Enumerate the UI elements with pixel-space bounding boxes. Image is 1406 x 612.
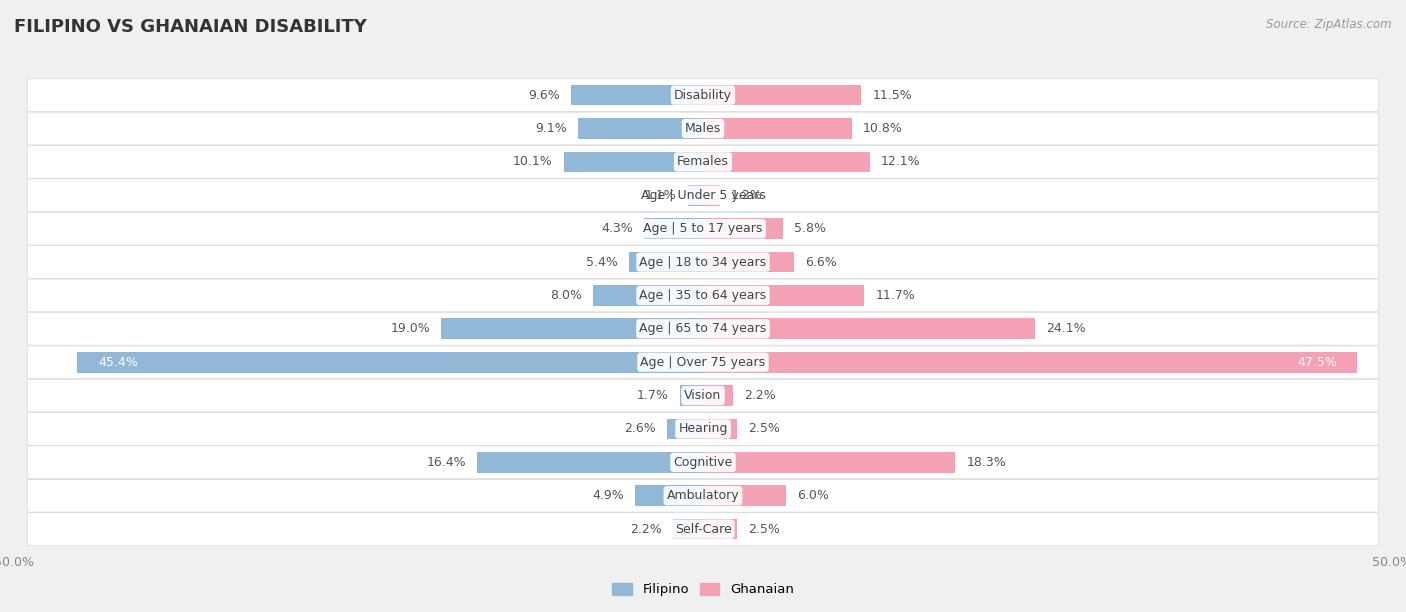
FancyBboxPatch shape: [28, 479, 1378, 512]
FancyBboxPatch shape: [28, 79, 1378, 111]
FancyBboxPatch shape: [28, 279, 1378, 312]
Text: Cognitive: Cognitive: [673, 456, 733, 469]
FancyBboxPatch shape: [28, 212, 1378, 245]
FancyBboxPatch shape: [28, 346, 1378, 379]
Text: 11.5%: 11.5%: [873, 89, 912, 102]
Bar: [644, 218, 703, 239]
FancyBboxPatch shape: [28, 513, 1378, 545]
Text: Self-Care: Self-Care: [675, 523, 731, 536]
Bar: [441, 318, 703, 339]
Text: Disability: Disability: [673, 89, 733, 102]
FancyBboxPatch shape: [28, 446, 1378, 479]
Text: Ambulatory: Ambulatory: [666, 489, 740, 502]
Text: 2.6%: 2.6%: [624, 422, 657, 436]
Text: Source: ZipAtlas.com: Source: ZipAtlas.com: [1267, 18, 1392, 31]
Text: Age | 35 to 64 years: Age | 35 to 64 years: [640, 289, 766, 302]
Text: 16.4%: 16.4%: [426, 456, 465, 469]
Text: Females: Females: [678, 155, 728, 168]
Text: Vision: Vision: [685, 389, 721, 402]
Text: 1.2%: 1.2%: [731, 188, 762, 202]
Text: 45.4%: 45.4%: [98, 356, 138, 368]
Text: 4.9%: 4.9%: [593, 489, 624, 502]
Text: Hearing: Hearing: [678, 422, 728, 436]
Text: Age | 18 to 34 years: Age | 18 to 34 years: [640, 256, 766, 269]
Bar: [703, 385, 734, 406]
Bar: [578, 118, 703, 139]
Text: 2.5%: 2.5%: [748, 523, 780, 536]
Text: 5.8%: 5.8%: [794, 222, 825, 235]
Bar: [593, 285, 703, 306]
Text: 47.5%: 47.5%: [1296, 356, 1337, 368]
Bar: [703, 118, 852, 139]
Text: 6.0%: 6.0%: [797, 489, 828, 502]
FancyBboxPatch shape: [28, 245, 1378, 278]
Bar: [688, 185, 703, 206]
Text: 1.1%: 1.1%: [645, 188, 676, 202]
FancyBboxPatch shape: [28, 412, 1378, 446]
Text: Age | 5 to 17 years: Age | 5 to 17 years: [644, 222, 762, 235]
Bar: [703, 185, 720, 206]
Bar: [636, 485, 703, 506]
Text: 10.8%: 10.8%: [863, 122, 903, 135]
Text: 4.3%: 4.3%: [600, 222, 633, 235]
Text: 11.7%: 11.7%: [875, 289, 915, 302]
FancyBboxPatch shape: [28, 146, 1378, 178]
Text: 10.1%: 10.1%: [513, 155, 553, 168]
FancyBboxPatch shape: [28, 112, 1378, 145]
Bar: [703, 452, 955, 472]
Text: FILIPINO VS GHANAIAN DISABILITY: FILIPINO VS GHANAIAN DISABILITY: [14, 18, 367, 36]
Bar: [703, 252, 794, 272]
Text: 2.2%: 2.2%: [744, 389, 776, 402]
Text: 9.6%: 9.6%: [527, 89, 560, 102]
Legend: Filipino, Ghanaian: Filipino, Ghanaian: [607, 578, 799, 602]
Text: 18.3%: 18.3%: [966, 456, 1005, 469]
Text: 5.4%: 5.4%: [586, 256, 617, 269]
Text: Males: Males: [685, 122, 721, 135]
Text: 12.1%: 12.1%: [880, 155, 921, 168]
Bar: [477, 452, 703, 472]
FancyBboxPatch shape: [28, 313, 1378, 345]
Text: 24.1%: 24.1%: [1046, 323, 1085, 335]
Bar: [703, 519, 738, 539]
Text: Age | 65 to 74 years: Age | 65 to 74 years: [640, 323, 766, 335]
Bar: [679, 385, 703, 406]
Text: 9.1%: 9.1%: [534, 122, 567, 135]
Text: 2.2%: 2.2%: [630, 523, 662, 536]
Bar: [703, 318, 1035, 339]
Text: 2.5%: 2.5%: [748, 422, 780, 436]
Bar: [703, 85, 862, 105]
Bar: [703, 218, 783, 239]
Bar: [668, 419, 703, 439]
Text: 8.0%: 8.0%: [550, 289, 582, 302]
Text: 19.0%: 19.0%: [391, 323, 430, 335]
Bar: [703, 419, 738, 439]
Bar: [703, 152, 870, 172]
FancyBboxPatch shape: [28, 179, 1378, 212]
Bar: [703, 485, 786, 506]
Bar: [564, 152, 703, 172]
Bar: [628, 252, 703, 272]
FancyBboxPatch shape: [28, 379, 1378, 412]
Text: 1.7%: 1.7%: [637, 389, 669, 402]
Bar: [703, 285, 865, 306]
Text: 6.6%: 6.6%: [806, 256, 837, 269]
Bar: [77, 352, 703, 373]
Bar: [703, 352, 1358, 373]
Text: Age | Over 75 years: Age | Over 75 years: [641, 356, 765, 368]
Bar: [571, 85, 703, 105]
Bar: [672, 519, 703, 539]
Text: Age | Under 5 years: Age | Under 5 years: [641, 188, 765, 202]
